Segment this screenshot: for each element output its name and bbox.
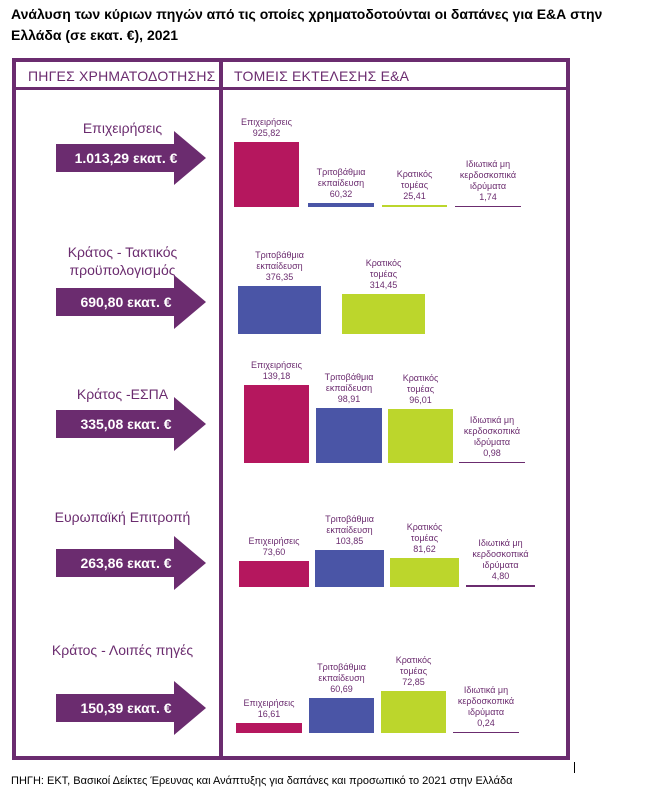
bar-business — [244, 385, 309, 463]
bar-value: 98,91 — [337, 394, 361, 404]
bar-value: 60,32 — [329, 189, 353, 199]
header-performing-sectors: ΤΟΜΕΙΣ ΕΚΤΕΛΕΣΗΣ Ε&Α — [234, 68, 410, 84]
bar-value: 96,01 — [409, 395, 432, 405]
bar-value: 81,62 — [413, 544, 436, 554]
bar-value: 0,98 — [483, 448, 501, 458]
funding-total-arrow: 1.013,29 εκατ. € — [56, 131, 206, 185]
bar-government — [382, 205, 447, 207]
left-header-rule — [16, 87, 219, 90]
bar-higher-education — [316, 408, 382, 463]
edge-tick — [574, 762, 575, 773]
bar-business — [234, 142, 299, 207]
column-divider — [219, 58, 223, 760]
funding-total-arrow: 690,80 εκατ. € — [56, 275, 206, 329]
bar-label-higher-education: Τριτοβάθμια εκπαίδευση 60,32 — [316, 167, 366, 199]
bar-label-higher-education: Τριτοβάθμια εκπαίδευση 98,91 — [324, 372, 374, 404]
bar-higher-education — [238, 286, 321, 334]
funding-total-arrow: 335,08 εκατ. € — [56, 397, 206, 451]
bar-label-government: Κρατικός τομέας 314,45 — [365, 258, 402, 290]
bar-value: 0,24 — [477, 718, 495, 728]
funding-source-name: Κράτος - Τακτικός προϋπολογισμός — [67, 244, 178, 278]
bar-value: 376,35 — [265, 272, 294, 282]
header-funding-sources: ΠΗΓΕΣ ΧΡΗΜΑΤΟΔΟΤΗΣΗΣ — [28, 68, 216, 84]
funding-total-value: 263,86 εκατ. € — [80, 555, 172, 571]
bar-label-business: Επιχειρήσεις 16,61 — [243, 698, 295, 719]
bar-label-government: Κρατικός τομέας 25,41 — [396, 169, 433, 201]
bar-label-private-non-profit: Ιδιωτικά μη κερδοσκοπικά ιδρύματα 1,74 — [459, 159, 517, 202]
bar-value: 103,85 — [335, 536, 364, 546]
funding-source-name: Ευρωπαϊκή Επιτροπή — [54, 509, 191, 525]
bar-value: 16,61 — [257, 709, 281, 719]
bar-value: 73,60 — [262, 547, 286, 557]
right-header-rule — [223, 87, 566, 90]
funding-source-name: Επιχειρήσεις — [82, 120, 163, 136]
bar-private-non-profit — [466, 585, 535, 587]
chart-title: Ανάλυση των κύριων πηγών από τις οποίες … — [11, 6, 603, 43]
bar-value: 1,74 — [479, 192, 497, 202]
bar-label-government: Κρατικός τομέας 81,62 — [406, 522, 443, 554]
funding-total-arrow: 263,86 εκατ. € — [56, 536, 206, 590]
bar-value: 4,80 — [491, 571, 510, 581]
bar-government — [381, 691, 446, 733]
bar-label-private-non-profit: Ιδιωτικά μη κερδοσκοπικά ιδρύματα 4,80 — [472, 538, 529, 581]
bar-value: 25,41 — [403, 191, 426, 201]
bar-label-private-non-profit: Ιδιωτικά μη κερδοσκοπικά ιδρύματα 0,24 — [457, 685, 515, 728]
funding-total-value: 690,80 εκατ. € — [80, 294, 172, 310]
bar-label-business: Επιχειρήσεις 73,60 — [248, 536, 300, 557]
bar-private-non-profit — [453, 732, 519, 733]
bar-value: 925,82 — [252, 128, 281, 138]
bar-government — [342, 294, 425, 334]
bar-label-government: Κρατικός τομέας 96,01 — [402, 373, 439, 405]
bar-higher-education — [315, 550, 384, 587]
bar-private-non-profit — [459, 462, 525, 463]
funding-total-value: 335,08 εκατ. € — [80, 416, 172, 432]
funding-total-value: 150,39 εκατ. € — [80, 700, 172, 716]
bar-label-government: Κρατικός τομέας 72,85 — [395, 655, 432, 687]
funding-source-name: Κράτος -ΕΣΠΑ — [76, 386, 169, 402]
bar-business — [239, 561, 309, 587]
bar-label-business: Επιχειρήσεις 925,82 — [241, 117, 292, 138]
bar-label-higher-education: Τριτοβάθμια εκπαίδευση 376,35 — [255, 250, 304, 282]
source-note: ΠΗΓΗ: ΕΚΤ, Βασικοί Δείκτες Έρευνας και Α… — [11, 775, 513, 787]
funding-total-value: 1.013,29 εκατ. € — [74, 150, 178, 166]
bar-government — [388, 409, 453, 463]
bar-value: 314,45 — [369, 280, 398, 290]
bar-label-higher-education: Τριτοβάθμια εκπαίδευση 103,85 — [325, 514, 374, 546]
bar-business — [236, 723, 302, 733]
bar-government — [390, 558, 459, 587]
bar-higher-education — [308, 203, 374, 207]
bar-higher-education — [309, 698, 374, 733]
bar-value: 139,18 — [262, 371, 291, 381]
bar-label-private-non-profit: Ιδιωτικά μη κερδοσκοπικά ιδρύματα 0,98 — [463, 415, 521, 458]
bar-private-non-profit — [455, 206, 521, 207]
funding-source-name: Κράτος - Λοιπές πηγές — [51, 642, 194, 658]
bar-label-business: Επιχειρήσεις 139,18 — [251, 360, 302, 381]
bar-value: 72,85 — [402, 677, 425, 687]
bar-value: 60,69 — [330, 684, 353, 694]
funding-total-arrow: 150,39 εκατ. € — [56, 681, 206, 735]
bar-label-higher-education: Τριτοβάθμια εκπαίδευση 60,69 — [317, 662, 366, 694]
